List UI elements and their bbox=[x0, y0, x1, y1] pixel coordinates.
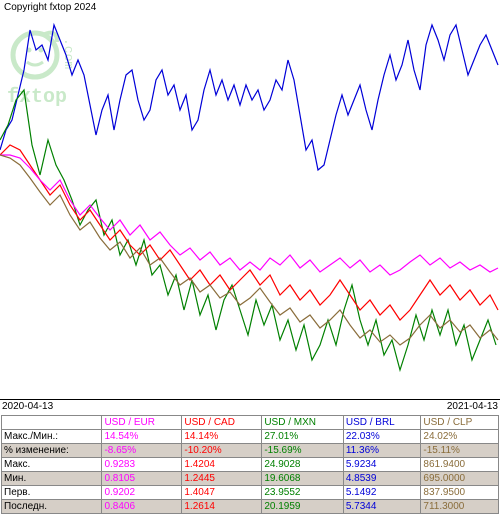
table-cell: 1.4047 bbox=[182, 486, 262, 500]
table-cell: 0.8105 bbox=[102, 472, 182, 486]
data-table: USD / EURUSD / CADUSD / MXNUSD / BRLUSD … bbox=[1, 415, 499, 514]
table-row: Мин.0.81051.244519.60684.8539695.0000 bbox=[2, 472, 499, 486]
table-cell: 861.9400 bbox=[421, 458, 499, 472]
table-row: Макс./Мин.:14.54%14.14%27.01%22.03%24.02… bbox=[2, 430, 499, 444]
table-header-cell: USD / CAD bbox=[182, 416, 262, 430]
chart-area: Copyright fxtop 2024 .com fxtop bbox=[0, 0, 500, 400]
table-header-cell: USD / CLP bbox=[421, 416, 499, 430]
x-axis-end: 2021-04-13 bbox=[447, 401, 498, 412]
table-cell: 19.6068 bbox=[262, 472, 344, 486]
row-label: Макс. bbox=[2, 458, 102, 472]
table-cell: 0.9202 bbox=[102, 486, 182, 500]
table-cell: 1.4204 bbox=[182, 458, 262, 472]
table-cell: 24.02% bbox=[421, 430, 499, 444]
table-header-cell bbox=[2, 416, 102, 430]
table-cell: 27.01% bbox=[262, 430, 344, 444]
table-cell: 11.36% bbox=[343, 444, 421, 458]
table-cell: 24.9028 bbox=[262, 458, 344, 472]
table-cell: -15.69% bbox=[262, 444, 344, 458]
table-header-cell: USD / EUR bbox=[102, 416, 182, 430]
table-cell: 695.0000 bbox=[421, 472, 499, 486]
copyright-text: Copyright fxtop 2024 bbox=[4, 2, 96, 13]
table-cell: 837.9500 bbox=[421, 486, 499, 500]
table-cell: -15.11% bbox=[421, 444, 499, 458]
table-cell: 20.1959 bbox=[262, 500, 344, 514]
table-cell: 5.1492 bbox=[343, 486, 421, 500]
table-header-cell: USD / MXN bbox=[262, 416, 344, 430]
table-cell: 711.3000 bbox=[421, 500, 499, 514]
table-row: Последн.0.84061.261420.19595.7344711.300… bbox=[2, 500, 499, 514]
table-row: % изменение:-8.65%-10.20%-15.69%11.36%-1… bbox=[2, 444, 499, 458]
series-line bbox=[0, 90, 496, 370]
series-line bbox=[0, 155, 498, 345]
row-label: Мин. bbox=[2, 472, 102, 486]
table-cell: 14.54% bbox=[102, 430, 182, 444]
row-label: Макс./Мин.: bbox=[2, 430, 102, 444]
table-cell: 5.7344 bbox=[343, 500, 421, 514]
x-axis-start: 2020-04-13 bbox=[2, 401, 53, 412]
x-axis: 2020-04-13 2021-04-13 bbox=[0, 400, 500, 414]
table-row: Макс.0.92831.420424.90285.9234861.9400 bbox=[2, 458, 499, 472]
series-line bbox=[0, 145, 498, 320]
table-cell: 0.9283 bbox=[102, 458, 182, 472]
chart-lines bbox=[0, 0, 500, 400]
row-label: % изменение: bbox=[2, 444, 102, 458]
table-cell: 1.2614 bbox=[182, 500, 262, 514]
row-label: Перв. bbox=[2, 486, 102, 500]
table-cell: 4.8539 bbox=[343, 472, 421, 486]
row-label: Последн. bbox=[2, 500, 102, 514]
table-cell: 0.8406 bbox=[102, 500, 182, 514]
table-row: Перв.0.92021.404723.95525.1492837.9500 bbox=[2, 486, 499, 500]
table-header-row: USD / EURUSD / CADUSD / MXNUSD / BRLUSD … bbox=[2, 416, 499, 430]
table-cell: 23.9552 bbox=[262, 486, 344, 500]
table-cell: 22.03% bbox=[343, 430, 421, 444]
table-cell: 1.2445 bbox=[182, 472, 262, 486]
table-cell: -10.20% bbox=[182, 444, 262, 458]
table-body: Макс./Мин.:14.54%14.14%27.01%22.03%24.02… bbox=[2, 430, 499, 514]
table-header-cell: USD / BRL bbox=[343, 416, 421, 430]
series-line bbox=[0, 25, 498, 170]
table-cell: 5.9234 bbox=[343, 458, 421, 472]
table-cell: -8.65% bbox=[102, 444, 182, 458]
table-cell: 14.14% bbox=[182, 430, 262, 444]
series-line bbox=[0, 155, 498, 275]
